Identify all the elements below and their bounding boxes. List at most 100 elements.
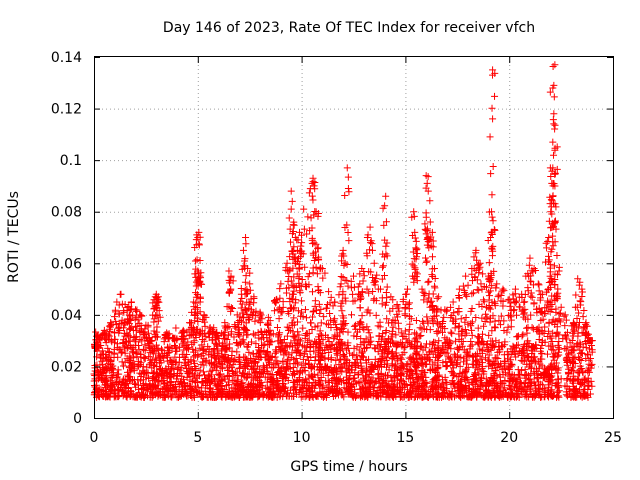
data-point <box>114 325 122 333</box>
data-point <box>464 281 472 289</box>
data-point <box>478 381 486 389</box>
data-point <box>241 278 249 286</box>
data-point <box>354 283 362 291</box>
data-point <box>356 304 364 312</box>
data-point <box>194 353 202 361</box>
data-point <box>133 307 141 315</box>
data-point <box>545 327 553 335</box>
data-point <box>470 386 478 394</box>
data-point <box>501 362 509 370</box>
data-point <box>448 311 456 319</box>
data-point <box>316 346 324 354</box>
data-point <box>195 241 203 249</box>
data-point <box>525 342 533 350</box>
data-point <box>467 307 475 315</box>
data-point <box>109 369 117 377</box>
data-point <box>486 133 494 141</box>
data-point <box>470 253 478 261</box>
data-point <box>552 332 560 340</box>
data-point <box>468 360 476 368</box>
data-point <box>359 353 367 361</box>
data-point <box>232 390 240 398</box>
data-point <box>288 319 296 327</box>
data-point <box>364 306 372 314</box>
data-point <box>152 354 160 362</box>
data-point <box>316 289 324 297</box>
data-point <box>383 283 391 291</box>
data-point <box>339 351 347 359</box>
data-point <box>574 377 582 385</box>
data-point <box>548 292 556 300</box>
data-point <box>243 343 251 351</box>
data-point <box>552 359 560 367</box>
data-point <box>527 292 535 300</box>
data-point <box>512 380 520 388</box>
data-point <box>134 342 142 350</box>
data-point <box>291 386 299 394</box>
data-point <box>337 356 345 364</box>
data-point <box>195 228 203 236</box>
data-point <box>469 353 477 361</box>
data-point <box>278 369 286 377</box>
data-point <box>562 333 570 341</box>
data-point <box>393 369 401 377</box>
data-point <box>308 382 316 390</box>
data-point <box>182 342 190 350</box>
data-point <box>191 377 199 385</box>
data-point <box>214 334 222 342</box>
data-point <box>192 289 200 297</box>
data-point <box>429 243 437 251</box>
data-point <box>100 367 108 375</box>
data-point <box>513 311 521 319</box>
data-point <box>374 371 382 379</box>
data-point <box>480 282 488 290</box>
data-point <box>363 285 371 293</box>
data-point <box>511 285 519 293</box>
data-point <box>336 283 344 291</box>
data-point <box>156 352 164 360</box>
data-point <box>340 321 348 329</box>
data-point <box>331 365 339 373</box>
data-point <box>275 337 283 345</box>
data-point <box>538 342 546 350</box>
data-point <box>573 315 581 323</box>
data-point <box>196 272 204 280</box>
data-point <box>120 308 128 316</box>
data-point <box>401 343 409 351</box>
data-point <box>513 297 521 305</box>
data-point <box>256 380 264 388</box>
data-point <box>488 342 496 350</box>
data-point <box>264 384 272 392</box>
data-point <box>206 367 214 375</box>
data-point <box>208 377 216 385</box>
data-point <box>346 369 354 377</box>
data-point <box>295 374 303 382</box>
data-point <box>383 315 391 323</box>
data-point <box>388 362 396 370</box>
data-point <box>292 354 300 362</box>
data-point <box>547 203 555 211</box>
data-point <box>130 367 138 375</box>
data-point <box>439 386 447 394</box>
data-point <box>367 239 375 247</box>
data-point <box>385 366 393 374</box>
data-point <box>413 270 421 278</box>
data-point <box>285 284 293 292</box>
data-point <box>300 225 308 233</box>
data-point <box>450 380 458 388</box>
data-point <box>231 368 239 376</box>
data-point <box>509 291 517 299</box>
data-point <box>265 327 273 335</box>
data-point <box>561 322 569 330</box>
data-point <box>242 319 250 327</box>
data-point <box>141 368 149 376</box>
data-point <box>132 333 140 341</box>
data-point <box>377 383 385 391</box>
data-point <box>365 385 373 393</box>
data-point <box>283 363 291 371</box>
data-point <box>553 143 561 151</box>
data-point <box>342 364 350 372</box>
data-point <box>392 331 400 339</box>
data-point <box>490 369 498 377</box>
data-point <box>264 355 272 363</box>
